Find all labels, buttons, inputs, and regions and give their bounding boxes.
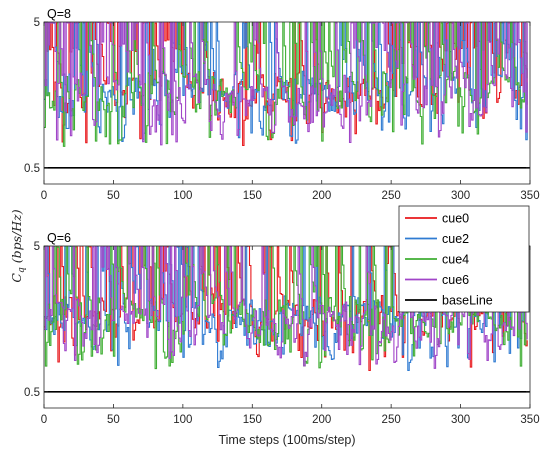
series-line-cue4 (44, 246, 528, 370)
y-axis-title: Cq (bps/Hz) (9, 209, 27, 282)
x-tick-label: 250 (382, 190, 401, 202)
y-tick-label: 0.5 (24, 163, 40, 175)
series-line-cue6 (44, 246, 528, 369)
x-tick-label: 50 (107, 414, 120, 426)
x-tick-label: 150 (243, 190, 262, 202)
y-tick-label: 5 (34, 17, 40, 29)
legend: cue0 cue2 cue4 cue6 baseLine (398, 205, 530, 313)
series-line-cue4 (44, 22, 528, 147)
legend-label-cue2: cue2 (442, 232, 469, 246)
x-tick-label: 200 (312, 414, 331, 426)
legend-label-baseLine: baseLine (442, 294, 493, 308)
x-tick-label: 350 (520, 414, 539, 426)
series-line-cue6 (44, 22, 528, 146)
x-tick-label: 250 (382, 414, 401, 426)
legend-label-cue0: cue0 (442, 212, 469, 226)
x-tick-label: 350 (520, 190, 539, 202)
x-tick-label: 0 (41, 190, 47, 202)
panel-q8: 0 50 100 150 200 250 300 350 0.5 5 Q=8 (24, 7, 540, 202)
x-tick-label: 300 (451, 190, 470, 202)
x-tick-label: 0 (41, 414, 47, 426)
x-tick-label: 100 (173, 414, 192, 426)
y-tick-label: 5 (34, 241, 40, 253)
x-tick-label: 200 (312, 190, 331, 202)
legend-label-cue4: cue4 (442, 253, 469, 267)
x-tick-label: 300 (451, 414, 470, 426)
panel-title: Q=6 (47, 231, 71, 245)
x-tick-label: 50 (107, 190, 120, 202)
x-axis-title: Time steps (100ms/step) (218, 433, 355, 447)
panel-title: Q=8 (47, 7, 71, 21)
series-line-cue2 (44, 22, 528, 144)
x-tick-label: 100 (173, 190, 192, 202)
y-tick-label: 0.5 (24, 387, 40, 399)
plot-frame (43, 21, 531, 185)
x-tick-label: 150 (243, 414, 262, 426)
plot-frame (43, 245, 531, 409)
legend-label-cue6: cue6 (442, 273, 469, 287)
